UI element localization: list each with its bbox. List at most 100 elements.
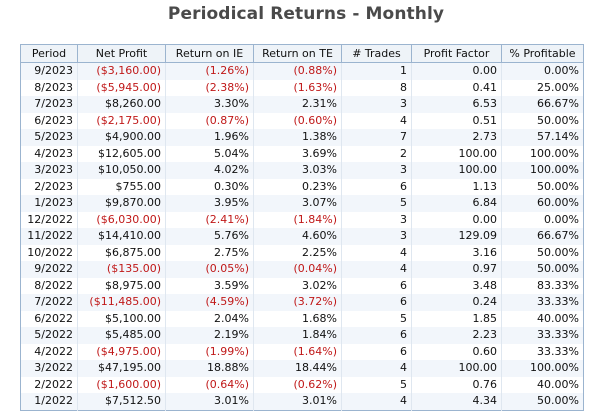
cell-profit-factor: 3.16: [411, 244, 502, 261]
table-row: 2/2022 ($1,600.00) (0.64%) (0.62%) 5 0.76 40.0…: [20, 376, 584, 393]
cell-return-on-ie: 3.30%: [165, 96, 254, 113]
cell-trades: 8: [341, 79, 412, 96]
column-header-return-on-ie[interactable]: Return on IE: [165, 44, 254, 63]
cell-trades: 5: [341, 195, 412, 212]
column-header-profit-factor[interactable]: Profit Factor: [411, 44, 502, 63]
cell-return-on-te: 3.03%: [253, 162, 342, 179]
cell-net-profit: ($3,160.00): [77, 62, 166, 80]
cell-return-on-ie: 3.95%: [165, 195, 254, 212]
cell-period: 1/2022: [20, 393, 78, 410]
cell-period: 7/2022: [20, 294, 78, 311]
column-header-return-on-te[interactable]: Return on TE: [253, 44, 342, 63]
cell-return-on-ie: (0.05%): [165, 261, 254, 278]
cell-trades: 4: [341, 393, 412, 410]
cell-pct-profitable: 40.00%: [501, 376, 584, 393]
cell-return-on-ie: 5.76%: [165, 228, 254, 245]
cell-profit-factor: 0.24: [411, 294, 502, 311]
cell-return-on-te: 2.25%: [253, 244, 342, 261]
cell-return-on-ie: (2.41%): [165, 211, 254, 228]
cell-net-profit: $47,195.00: [77, 360, 166, 377]
cell-return-on-te: 3.69%: [253, 145, 342, 162]
table-row: 4/2022 ($4,975.00) (1.99%) (1.64%) 6 0.60 33.3…: [20, 343, 584, 360]
cell-return-on-ie: (1.99%): [165, 343, 254, 360]
cell-period: 4/2023: [20, 145, 78, 162]
cell-period: 12/2022: [20, 211, 78, 228]
cell-trades: 2: [341, 145, 412, 162]
cell-return-on-ie: 2.04%: [165, 310, 254, 327]
cell-trades: 3: [341, 96, 412, 113]
cell-pct-profitable: 50.00%: [501, 178, 584, 195]
cell-return-on-te: 2.31%: [253, 96, 342, 113]
cell-return-on-te: 3.07%: [253, 195, 342, 212]
cell-trades: 5: [341, 376, 412, 393]
cell-pct-profitable: 25.00%: [501, 79, 584, 96]
cell-net-profit: $8,260.00: [77, 96, 166, 113]
column-header-pct-profitable[interactable]: % Profitable: [501, 44, 584, 63]
cell-net-profit: ($4,975.00): [77, 343, 166, 360]
column-header-period[interactable]: Period: [20, 44, 78, 63]
cell-return-on-ie: (1.26%): [165, 62, 254, 80]
table-row: 7/2023 $8,260.00 3.30% 2.31% 3 6.53 66.67%: [20, 96, 584, 113]
cell-return-on-te: 18.44%: [253, 360, 342, 377]
cell-net-profit: $12,605.00: [77, 145, 166, 162]
cell-return-on-ie: 2.19%: [165, 327, 254, 344]
cell-return-on-te: (0.60%): [253, 112, 342, 129]
cell-trades: 1: [341, 62, 412, 80]
cell-profit-factor: 1.13: [411, 178, 502, 195]
cell-profit-factor: 2.23: [411, 327, 502, 344]
cell-net-profit: $14,410.00: [77, 228, 166, 245]
column-header-trades[interactable]: # Trades: [341, 44, 412, 63]
cell-pct-profitable: 0.00%: [501, 211, 584, 228]
cell-net-profit: ($11,485.00): [77, 294, 166, 311]
cell-period: 8/2022: [20, 277, 78, 294]
cell-period: 6/2023: [20, 112, 78, 129]
cell-period: 2/2023: [20, 178, 78, 195]
cell-trades: 3: [341, 228, 412, 245]
cell-return-on-te: (1.63%): [253, 79, 342, 96]
cell-net-profit: $7,512.50: [77, 393, 166, 410]
table-row: 11/2022 $14,410.00 5.76% 4.60% 3 129.09 66.67%: [20, 228, 584, 245]
cell-return-on-te: (0.04%): [253, 261, 342, 278]
cell-profit-factor: 2.73: [411, 129, 502, 146]
cell-pct-profitable: 66.67%: [501, 228, 584, 245]
cell-net-profit: ($2,175.00): [77, 112, 166, 129]
cell-net-profit: $6,875.00: [77, 244, 166, 261]
cell-net-profit: ($5,945.00): [77, 79, 166, 96]
cell-trades: 4: [341, 112, 412, 129]
cell-period: 9/2022: [20, 261, 78, 278]
cell-return-on-te: 3.01%: [253, 393, 342, 410]
cell-pct-profitable: 50.00%: [501, 393, 584, 410]
table-row: 1/2022 $7,512.50 3.01% 3.01% 4 4.34 50.00%: [20, 393, 584, 410]
cell-net-profit: $4,900.00: [77, 129, 166, 146]
cell-profit-factor: 6.84: [411, 195, 502, 212]
cell-trades: 4: [341, 261, 412, 278]
cell-period: 11/2022: [20, 228, 78, 245]
cell-trades: 6: [341, 277, 412, 294]
cell-pct-profitable: 100.00%: [501, 145, 584, 162]
cell-period: 4/2022: [20, 343, 78, 360]
cell-return-on-ie: 18.88%: [165, 360, 254, 377]
cell-pct-profitable: 40.00%: [501, 310, 584, 327]
cell-pct-profitable: 50.00%: [501, 261, 584, 278]
column-header-net-profit[interactable]: Net Profit: [77, 44, 166, 63]
cell-pct-profitable: 33.33%: [501, 343, 584, 360]
cell-return-on-te: 0.23%: [253, 178, 342, 195]
cell-net-profit: $5,100.00: [77, 310, 166, 327]
cell-return-on-ie: (2.38%): [165, 79, 254, 96]
cell-profit-factor: 0.00: [411, 211, 502, 228]
cell-return-on-ie: 5.04%: [165, 145, 254, 162]
cell-period: 9/2023: [20, 62, 78, 80]
cell-profit-factor: 0.76: [411, 376, 502, 393]
cell-pct-profitable: 33.33%: [501, 327, 584, 344]
page-title: Periodical Returns - Monthly: [167, 4, 445, 24]
table-row: 12/2022 ($6,030.00) (2.41%) (1.84%) 3 0.00 0.0…: [20, 211, 584, 228]
cell-net-profit: ($6,030.00): [77, 211, 166, 228]
cell-profit-factor: 3.48: [411, 277, 502, 294]
cell-return-on-te: (0.62%): [253, 376, 342, 393]
cell-return-on-ie: 0.30%: [165, 178, 254, 195]
table-row: 9/2022 ($135.00) (0.05%) (0.04%) 4 0.97 50.00%: [20, 261, 584, 278]
cell-profit-factor: 0.41: [411, 79, 502, 96]
cell-pct-profitable: 0.00%: [501, 62, 584, 80]
cell-pct-profitable: 57.14%: [501, 129, 584, 146]
cell-return-on-ie: 3.59%: [165, 277, 254, 294]
